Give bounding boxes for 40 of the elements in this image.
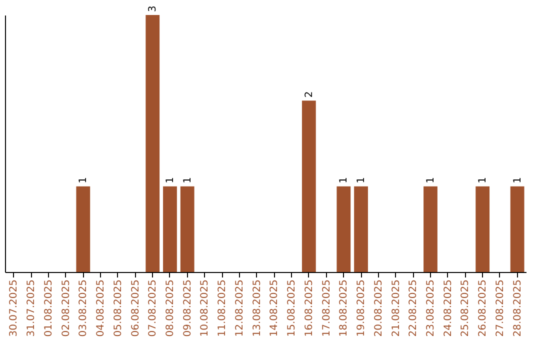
x-tick-label: 27.08.2025 [494, 280, 506, 337]
x-tick-label: 09.08.2025 [182, 280, 194, 337]
x-tick-label: 22.08.2025 [408, 280, 420, 337]
x-tick-label: 26.08.2025 [478, 280, 489, 337]
data-label: 1 [338, 176, 350, 184]
x-tick-label: 15.08.2025 [286, 280, 298, 337]
x-tick-label: 02.08.2025 [60, 280, 72, 337]
data-label: 1 [164, 176, 176, 184]
x-tick-label: 17.08.2025 [321, 280, 332, 337]
data-label: 3 [148, 6, 159, 12]
data-label: 1 [512, 176, 524, 184]
x-tick-label: 01.08.2025 [43, 280, 54, 337]
x-tick-label: 16.08.2025 [304, 280, 315, 337]
x-tick-label: 08.08.2025 [164, 280, 176, 337]
x-tick-label: 11.08.2025 [217, 280, 228, 337]
x-tick-label: 21.08.2025 [390, 280, 402, 337]
x-tick-label: 30.07.2025 [8, 280, 20, 337]
x-tick-label: 03.08.2025 [78, 280, 90, 337]
x-tick-label: 12.08.2025 [234, 280, 246, 337]
x-tick-label: 04.08.2025 [96, 280, 107, 337]
data-label: 1 [478, 176, 489, 184]
x-tick-label: 20.08.2025 [373, 280, 384, 337]
x-tick-label: 14.08.2025 [269, 280, 280, 337]
x-tick-label: 23.08.2025 [425, 280, 436, 337]
x-tick-label: 31.07.2025 [26, 280, 38, 337]
x-tick-label: 25.08.2025 [460, 280, 472, 337]
data-label: 1 [78, 176, 90, 184]
data-label: 1 [356, 176, 368, 184]
x-tick-label: 07.08.2025 [148, 280, 159, 337]
x-tick-label: 10.08.2025 [200, 280, 211, 337]
x-tick-label: 06.08.2025 [130, 280, 142, 337]
x-tick-label: 13.08.2025 [252, 280, 263, 337]
x-tick-label: 28.08.2025 [512, 280, 524, 337]
data-label: 1 [425, 176, 436, 184]
x-tick-label: 24.08.2025 [442, 280, 454, 337]
x-tick-label: 19.08.2025 [356, 280, 368, 337]
data-label: 1 [182, 176, 194, 184]
x-tick-label: 18.08.2025 [338, 280, 350, 337]
x-tick-label: 05.08.2025 [112, 280, 124, 337]
data-label: 2 [304, 91, 315, 98]
